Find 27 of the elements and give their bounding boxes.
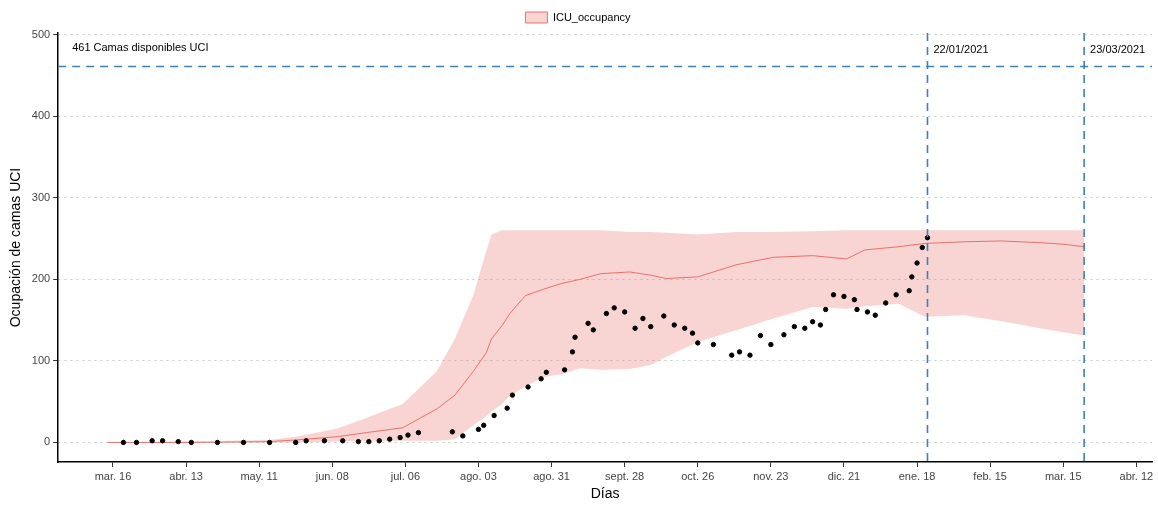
- ref-line-label: 23/03/2021: [1090, 43, 1146, 56]
- x-tick-label: oct. 26: [681, 469, 715, 482]
- x-tick-label: abr. 13: [169, 469, 203, 482]
- x-tick-label: may. 11: [240, 469, 278, 482]
- x-tick-label: ene. 18: [898, 469, 936, 482]
- y-tick-label: 400: [31, 109, 51, 122]
- x-tick-label: abr. 12: [1119, 469, 1154, 482]
- x-axis-title: Días: [590, 485, 620, 502]
- y-tick-label: 0: [44, 435, 51, 448]
- y-tick-label: 300: [31, 190, 51, 203]
- x-tick-label: feb. 15: [973, 469, 1007, 482]
- x-tick-label: dic. 21: [827, 469, 861, 482]
- x-tick-label: ago. 31: [533, 469, 570, 482]
- ref-line-label: 22/01/2021: [933, 43, 989, 56]
- y-tick-label: 100: [31, 353, 51, 366]
- x-tick-label: sept. 28: [605, 469, 645, 482]
- x-tick-label: mar. 15: [1044, 469, 1082, 482]
- y-tick-label: 500: [31, 27, 51, 40]
- ref-line-label: 461 Camas disponibles UCI: [72, 40, 209, 53]
- y-tick-label: 200: [31, 272, 51, 285]
- x-tick-label: jun. 08: [314, 469, 349, 482]
- legend-label: ICU_occupancy: [552, 10, 632, 23]
- y-axis-title: Ocupación de camas UCI: [7, 167, 24, 328]
- x-tick-label: nov. 23: [753, 469, 789, 482]
- x-tick-label: mar. 16: [94, 469, 132, 482]
- x-tick-label: ago. 03: [460, 469, 497, 482]
- x-tick-label: jul. 06: [389, 469, 421, 482]
